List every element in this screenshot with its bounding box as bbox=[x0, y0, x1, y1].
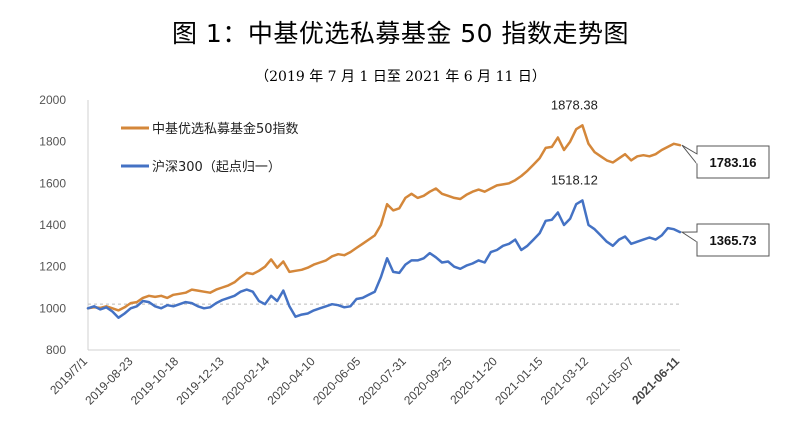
callout-pointer bbox=[680, 231, 698, 243]
series-line-1 bbox=[86, 124, 682, 312]
peak-annotations: 1878.38 1518.12 bbox=[551, 97, 598, 187]
peak-label: 1878.38 bbox=[551, 97, 598, 112]
y-tick-label: 1600 bbox=[39, 176, 66, 190]
x-tick-label: 2020-06-05 bbox=[310, 354, 364, 408]
peak-label: 1518.12 bbox=[551, 172, 598, 187]
callout-label: 1365.73 bbox=[710, 233, 757, 248]
callout-label: 1783.16 bbox=[710, 155, 757, 170]
series-lines bbox=[86, 124, 682, 319]
y-tick-label: 800 bbox=[46, 343, 66, 357]
y-tick-label: 1400 bbox=[39, 218, 66, 232]
x-tick-label: 2019/7/1 bbox=[47, 354, 90, 397]
x-tick-label: 2021-03-12 bbox=[538, 354, 592, 408]
end-value-callouts: 1783.16 1365.73 bbox=[680, 144, 770, 257]
x-tick-label: 2020-09-25 bbox=[401, 354, 455, 408]
x-tick-labels: 2019/7/12019-08-232019-10-182019-12-1320… bbox=[47, 354, 682, 408]
x-tick-label: 2019-08-23 bbox=[82, 354, 136, 408]
y-tick-label: 1800 bbox=[39, 135, 66, 149]
y-tick-label: 1200 bbox=[39, 260, 66, 274]
x-tick-label: 2019-10-18 bbox=[128, 354, 182, 408]
x-tick-label: 2021-06-11 bbox=[629, 354, 682, 407]
callout-box bbox=[696, 145, 770, 179]
legend-label: 中基优选私募基金50指数 bbox=[152, 121, 299, 137]
chart-subtitle: （2019 年 7 月 1 日至 2021 年 6 月 11 日） bbox=[255, 69, 546, 85]
callout-box bbox=[696, 223, 770, 257]
y-tick-labels: 800 1000 1200 1400 1600 1800 2000 bbox=[39, 93, 66, 357]
x-tick-label: 2019-12-13 bbox=[173, 354, 227, 408]
axis-layer bbox=[87, 100, 680, 351]
y-tick-label: 2000 bbox=[39, 93, 66, 107]
legend-label: 沪深300（起点归一） bbox=[152, 159, 281, 175]
y-tick-label: 1000 bbox=[39, 301, 66, 315]
x-tick-label: 2020-04-10 bbox=[265, 354, 319, 408]
x-tick-label: 2021-05-07 bbox=[583, 354, 637, 408]
x-tick-label: 2020-02-14 bbox=[219, 354, 273, 408]
series-line-2 bbox=[86, 199, 682, 319]
chart-title: 图 1：中基优选私募基金 50 指数走势图 bbox=[171, 19, 630, 48]
callout-pointer bbox=[681, 144, 698, 165]
x-tick-label: 2021-01-15 bbox=[492, 354, 546, 408]
x-tick-label: 2020-07-31 bbox=[356, 354, 410, 408]
